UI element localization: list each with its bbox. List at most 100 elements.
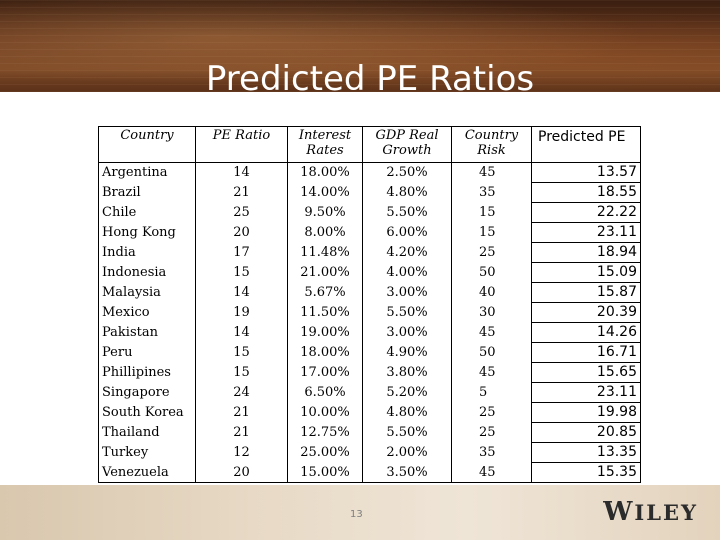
interest-rate-cell: 15.00% <box>287 462 363 483</box>
table-row: South Korea 21 10.00% 4.80% 25 19.98 <box>98 402 641 423</box>
header-gdp-line1: GDP Real <box>375 128 439 143</box>
predicted-pe-cell: 18.55 <box>531 182 641 203</box>
pe-ratio-cell: 15 <box>195 342 288 363</box>
gdp-growth-cell: 2.00% <box>362 442 452 463</box>
country-risk-cell: 45 <box>451 362 532 383</box>
country-cell: Pakistan <box>98 322 196 343</box>
country-risk-cell: 30 <box>451 302 532 323</box>
interest-rate-cell: 5.67% <box>287 282 363 303</box>
table-row: Argentina 14 18.00% 2.50% 45 13.57 <box>98 162 641 183</box>
header-risk-line2: Risk <box>477 143 506 158</box>
country-risk-cell: 25 <box>451 402 532 423</box>
predicted-pe-cell: 13.57 <box>531 162 641 183</box>
pe-ratio-cell: 20 <box>195 462 288 483</box>
table-row: Malaysia 14 5.67% 3.00% 40 15.87 <box>98 282 641 303</box>
pe-ratio-cell: 24 <box>195 382 288 403</box>
table-row: Indonesia 15 21.00% 4.00% 50 15.09 <box>98 262 641 283</box>
interest-rate-cell: 12.75% <box>287 422 363 443</box>
predicted-pe-cell: 16.71 <box>531 342 641 363</box>
country-cell: Peru <box>98 342 196 363</box>
interest-rate-cell: 10.00% <box>287 402 363 423</box>
country-cell: Singapore <box>98 382 196 403</box>
gdp-growth-cell: 5.50% <box>362 202 452 223</box>
country-cell: Turkey <box>98 442 196 463</box>
interest-rate-cell: 14.00% <box>287 182 363 203</box>
gdp-growth-cell: 6.00% <box>362 222 452 243</box>
header-interest-rates: Interest Rates <box>287 126 363 163</box>
table-row: Phillipines 15 17.00% 3.80% 45 15.65 <box>98 362 641 383</box>
country-cell: India <box>98 242 196 263</box>
pe-ratio-cell: 14 <box>195 162 288 183</box>
gdp-growth-cell: 3.00% <box>362 282 452 303</box>
header-interest-line1: Interest <box>298 128 352 143</box>
gdp-growth-cell: 4.90% <box>362 342 452 363</box>
country-cell: Venezuela <box>98 462 196 483</box>
country-risk-cell: 40 <box>451 282 532 303</box>
table-row: Venezuela 20 15.00% 3.50% 45 15.35 <box>98 462 641 483</box>
header-country-risk: Country Risk <box>451 126 532 163</box>
gdp-growth-cell: 2.50% <box>362 162 452 183</box>
interest-rate-cell: 11.48% <box>287 242 363 263</box>
country-cell: Malaysia <box>98 282 196 303</box>
pe-ratio-cell: 17 <box>195 242 288 263</box>
gdp-growth-cell: 3.50% <box>362 462 452 483</box>
interest-rate-cell: 25.00% <box>287 442 363 463</box>
table-row: Mexico 19 11.50% 5.50% 30 20.39 <box>98 302 641 323</box>
predicted-pe-cell: 22.22 <box>531 202 641 223</box>
pe-ratio-cell: 15 <box>195 362 288 383</box>
country-risk-cell: 15 <box>451 202 532 223</box>
country-cell: Mexico <box>98 302 196 323</box>
table-row: Hong Kong 20 8.00% 6.00% 15 23.11 <box>98 222 641 243</box>
pe-ratio-table: Country PE Ratio Interest Rates GDP Real… <box>98 126 641 483</box>
predicted-pe-cell: 15.65 <box>531 362 641 383</box>
interest-rate-cell: 11.50% <box>287 302 363 323</box>
banner-texture <box>0 0 720 92</box>
country-cell: South Korea <box>98 402 196 423</box>
pe-ratio-cell: 25 <box>195 202 288 223</box>
header-pe-ratio: PE Ratio <box>195 126 288 163</box>
pe-ratio-cell: 19 <box>195 302 288 323</box>
interest-rate-cell: 21.00% <box>287 262 363 283</box>
predicted-pe-cell: 13.35 <box>531 442 641 463</box>
gdp-growth-cell: 3.00% <box>362 322 452 343</box>
country-cell: Argentina <box>98 162 196 183</box>
table-row: Turkey 12 25.00% 2.00% 35 13.35 <box>98 442 641 463</box>
logo-rest: ILEY <box>634 500 698 525</box>
footer-bar: 13 WILEY <box>0 485 720 540</box>
table-row: India 17 11.48% 4.20% 25 18.94 <box>98 242 641 263</box>
pe-ratio-cell: 21 <box>195 422 288 443</box>
predicted-pe-cell: 23.11 <box>531 382 641 403</box>
table-row: Pakistan 14 19.00% 3.00% 45 14.26 <box>98 322 641 343</box>
gdp-growth-cell: 4.20% <box>362 242 452 263</box>
country-risk-cell: 45 <box>451 162 532 183</box>
wiley-logo: WILEY <box>603 497 698 527</box>
table-row: Singapore 24 6.50% 5.20% 5 23.11 <box>98 382 641 403</box>
country-risk-cell: 25 <box>451 242 532 263</box>
table-row: Brazil 21 14.00% 4.80% 35 18.55 <box>98 182 641 203</box>
country-risk-cell: 45 <box>451 462 532 483</box>
country-risk-cell: 35 <box>451 442 532 463</box>
pe-ratio-cell: 21 <box>195 182 288 203</box>
country-risk-cell: 35 <box>451 182 532 203</box>
header-interest-line2: Rates <box>306 143 344 158</box>
predicted-pe-cell: 19.98 <box>531 402 641 423</box>
gdp-growth-cell: 4.00% <box>362 262 452 283</box>
country-risk-cell: 25 <box>451 422 532 443</box>
gdp-growth-cell: 3.80% <box>362 362 452 383</box>
country-risk-cell: 15 <box>451 222 532 243</box>
header-predicted-pe: Predicted PE <box>531 126 641 163</box>
predicted-pe-cell: 15.09 <box>531 262 641 283</box>
country-risk-cell: 5 <box>451 382 532 403</box>
table-body: Argentina 14 18.00% 2.50% 45 13.57 Brazil 21 14.… <box>98 162 641 483</box>
country-risk-cell: 45 <box>451 322 532 343</box>
predicted-pe-cell: 14.26 <box>531 322 641 343</box>
pe-ratio-cell: 15 <box>195 262 288 283</box>
predicted-pe-cell: 18.94 <box>531 242 641 263</box>
header-risk-line1: Country <box>464 128 519 143</box>
predicted-pe-cell: 15.35 <box>531 462 641 483</box>
pe-ratio-cell: 12 <box>195 442 288 463</box>
table-row: Peru 15 18.00% 4.90% 50 16.71 <box>98 342 641 363</box>
gdp-growth-cell: 5.50% <box>362 302 452 323</box>
predicted-pe-cell: 23.11 <box>531 222 641 243</box>
predicted-pe-cell: 20.85 <box>531 422 641 443</box>
